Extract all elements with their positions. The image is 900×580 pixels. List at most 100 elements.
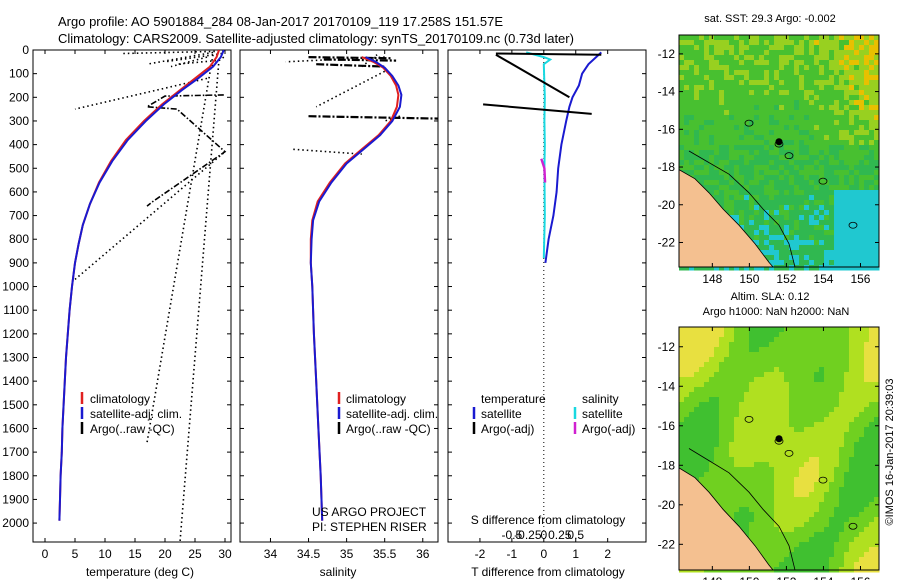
map-cell (799, 40, 805, 46)
map-cell (794, 327, 800, 333)
map-cell (764, 65, 770, 71)
map-cell (744, 532, 750, 538)
map-cell (874, 557, 880, 563)
x-tick-label: 15 (128, 547, 142, 561)
map-cell (729, 332, 735, 338)
map-cell (744, 407, 750, 413)
x-tick-label: 0 (540, 547, 547, 561)
map-cell (734, 60, 740, 66)
map-cell (809, 260, 815, 266)
map-cell (749, 377, 755, 383)
map-cell (859, 115, 865, 121)
map-cell (834, 452, 840, 458)
map-cell (829, 40, 835, 46)
map-cell (774, 432, 780, 438)
map-cell (749, 80, 755, 86)
map-cell (744, 85, 750, 91)
map-cell (739, 337, 745, 343)
argo-sal-dashdot (316, 63, 385, 68)
map-cell (814, 160, 820, 166)
map-cell (869, 502, 875, 508)
map-cell (824, 85, 830, 91)
map-cell (864, 195, 870, 201)
map-cell (709, 180, 715, 186)
map-cell (819, 462, 825, 468)
map-cell (834, 100, 840, 106)
map-cell (739, 332, 745, 338)
map-cell (754, 327, 760, 333)
map-cell (799, 205, 805, 211)
map-cell (819, 110, 825, 116)
map-cell (864, 245, 870, 251)
map-cell (809, 347, 815, 353)
map-cell (874, 387, 880, 393)
map-cell (839, 562, 845, 568)
map-cell (689, 337, 695, 343)
map-cell (784, 492, 790, 498)
map-cell (779, 497, 785, 503)
map-cell (784, 562, 790, 568)
map-cell (749, 512, 755, 518)
map-cell (754, 120, 760, 126)
map-cell (729, 397, 735, 403)
y-tick-label: 0 (22, 43, 29, 57)
map-cell (794, 185, 800, 191)
map-cell (679, 327, 685, 333)
map-cell (824, 522, 830, 528)
map-cell (824, 507, 830, 513)
map-cell (839, 347, 845, 353)
map-cell (834, 512, 840, 518)
map-cell (859, 140, 865, 146)
map-cell (839, 160, 845, 166)
map-cell (749, 442, 755, 448)
map-cell (819, 562, 825, 568)
map-cell (734, 160, 740, 166)
map-cell (839, 477, 845, 483)
map-cell (859, 155, 865, 161)
map-cell (714, 382, 720, 388)
map-cell (779, 432, 785, 438)
map-cell (724, 110, 730, 116)
map-cell (804, 452, 810, 458)
map-cell (814, 140, 820, 146)
map-cell (729, 195, 735, 201)
map-cell (824, 527, 830, 533)
map-cell (834, 245, 840, 251)
map-cell (824, 235, 830, 241)
map-cell (824, 90, 830, 96)
map-cell (834, 407, 840, 413)
map-cell (779, 482, 785, 488)
map-cell (754, 457, 760, 463)
map-cell (734, 497, 740, 503)
map-cell (789, 165, 795, 171)
map-cell (849, 502, 855, 508)
map-cell (834, 447, 840, 453)
map-cell (799, 397, 805, 403)
map-cell (689, 427, 695, 433)
map-cell (854, 180, 860, 186)
map-cell (849, 215, 855, 221)
map-cell (849, 407, 855, 413)
map-cell (804, 125, 810, 131)
map-cell (724, 452, 730, 458)
map-cell (734, 342, 740, 348)
map-cell (839, 392, 845, 398)
map-cell (829, 240, 835, 246)
map-cell (864, 547, 870, 553)
map-cell (799, 125, 805, 131)
map-cell (844, 502, 850, 508)
map-cell (709, 75, 715, 81)
map-cell (769, 35, 775, 41)
t-argo-diff-line (495, 53, 570, 99)
map-cell (769, 412, 775, 418)
map-cell (854, 95, 860, 101)
map-cell (739, 220, 745, 226)
map-cell (804, 367, 810, 373)
map-cell (814, 467, 820, 473)
map-cell (739, 512, 745, 518)
map-cell (774, 145, 780, 151)
map-cell (804, 467, 810, 473)
map-cell (799, 160, 805, 166)
map-cell (764, 90, 770, 96)
map-cell (769, 362, 775, 368)
